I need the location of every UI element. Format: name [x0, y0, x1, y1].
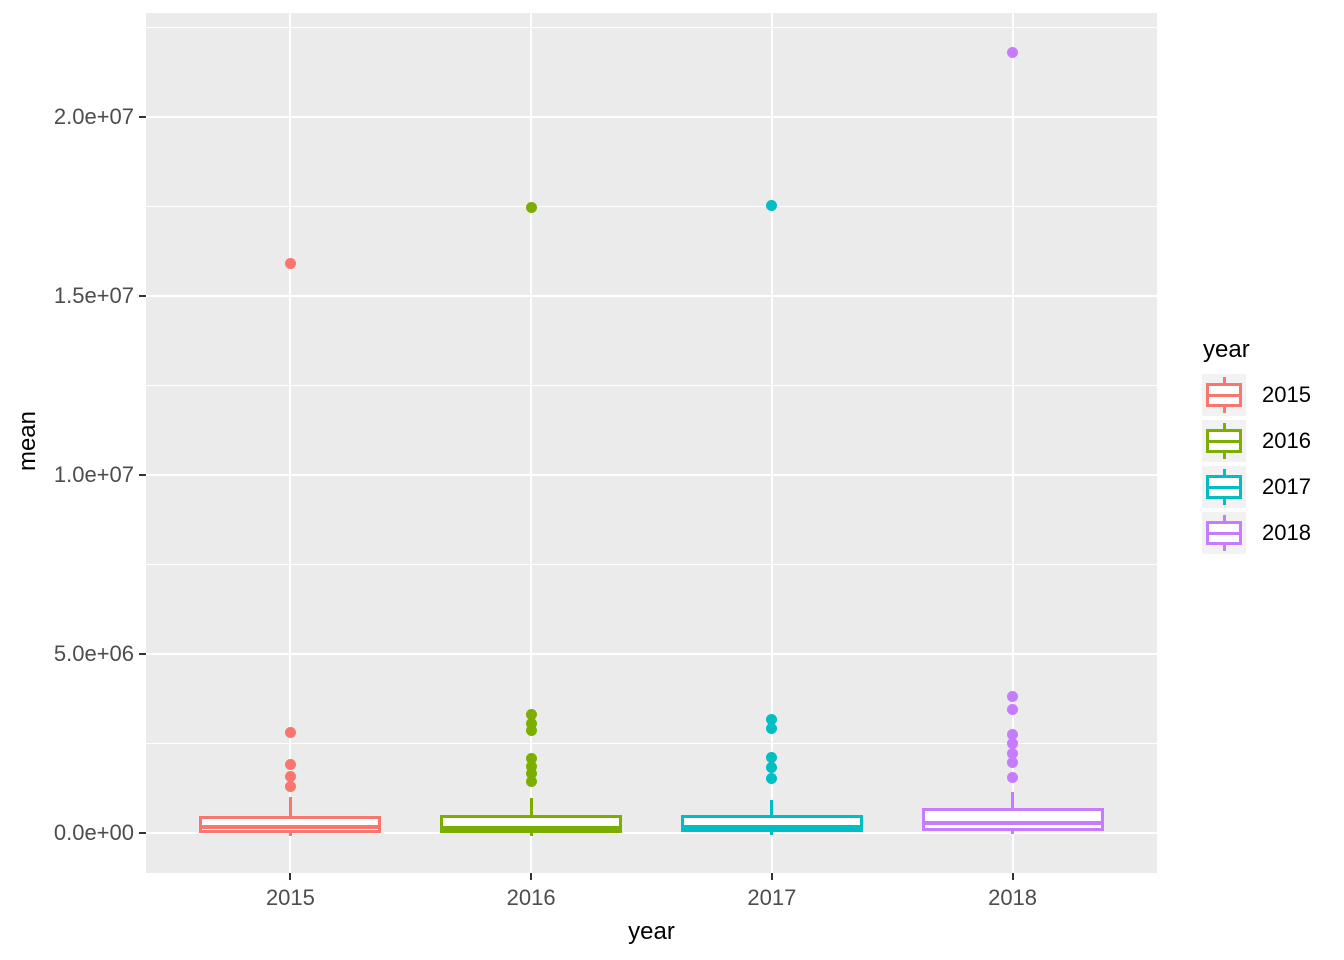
- legend-item: 2017: [1202, 466, 1311, 508]
- plot-panel: [146, 13, 1157, 873]
- outlier-point: [1007, 738, 1019, 750]
- x-tick-label: 2017: [747, 885, 797, 910]
- x-axis-title: year: [628, 918, 675, 945]
- y-axis-tick: [139, 653, 146, 655]
- legend-items: 2015 2016 2017 2018: [1202, 374, 1311, 554]
- whisker-lower: [529, 832, 533, 836]
- x-tick-label: 2018: [988, 885, 1038, 910]
- median-line: [683, 824, 860, 829]
- gridline-minor-horizontal: [146, 385, 1157, 386]
- outlier-point: [284, 770, 296, 782]
- y-tick-label: 1.0e+07: [53, 462, 134, 487]
- gridline-major-horizontal: [146, 474, 1157, 476]
- box-iqr: [680, 815, 863, 833]
- median-line: [443, 825, 620, 830]
- y-tick-label: 2.0e+07: [53, 104, 134, 129]
- x-tick-label: 2016: [506, 885, 556, 910]
- outlier-point: [525, 775, 537, 787]
- legend-item: 2018: [1202, 512, 1311, 554]
- x-axis-tick: [770, 873, 773, 880]
- legend-item: 2015: [1202, 374, 1311, 416]
- legend-key-boxplot-icon: [1202, 420, 1246, 462]
- legend-key-median: [1208, 439, 1240, 443]
- outlier-point: [525, 760, 537, 772]
- gridline-major-vertical: [770, 13, 773, 873]
- outlier-point: [525, 708, 537, 720]
- whisker-upper: [529, 797, 533, 816]
- gridline-major-horizontal: [146, 295, 1157, 297]
- outlier-point: [1007, 729, 1019, 741]
- y-axis-tick: [139, 832, 146, 834]
- legend-key-boxplot-icon: [1202, 466, 1246, 508]
- x-axis-tick: [1011, 873, 1014, 880]
- legend-key-boxplot-icon: [1202, 374, 1246, 416]
- gridline-minor-horizontal: [146, 206, 1157, 207]
- box-iqr: [440, 815, 623, 833]
- y-axis-tick: [139, 116, 146, 118]
- whisker-lower: [288, 832, 292, 836]
- legend-title: year: [1203, 336, 1250, 363]
- median-line: [202, 825, 379, 830]
- gridline-minor-horizontal: [146, 743, 1157, 744]
- outlier-point: [766, 722, 778, 734]
- whisker-upper: [770, 800, 774, 816]
- y-tick-label: 1.5e+07: [53, 283, 134, 308]
- gridline-major-horizontal: [146, 653, 1157, 655]
- gridline-major-horizontal: [146, 116, 1157, 118]
- gridline-minor-horizontal: [146, 564, 1157, 565]
- gridline-minor-horizontal: [146, 27, 1157, 28]
- outlier-point: [1007, 748, 1019, 760]
- y-axis-tick: [139, 474, 146, 476]
- legend-item: 2016: [1202, 420, 1311, 462]
- legend: year 2015 2016 2017 2018: [1202, 336, 1311, 558]
- outlier-point: [525, 768, 537, 780]
- whisker-lower: [770, 832, 774, 836]
- outlier-point: [525, 752, 537, 764]
- outlier-point: [525, 202, 537, 214]
- gridline-major-vertical: [1011, 13, 1014, 873]
- whisker-upper: [288, 797, 292, 816]
- legend-key-boxplot-icon: [1202, 512, 1246, 554]
- outlier-point: [766, 762, 778, 774]
- outlier-point: [284, 258, 296, 270]
- legend-key-median: [1208, 393, 1240, 397]
- x-tick-label: 2015: [265, 885, 315, 910]
- outlier-point: [284, 759, 296, 771]
- whisker-lower: [1011, 830, 1015, 834]
- outlier-point: [1007, 47, 1019, 59]
- median-line: [924, 820, 1101, 825]
- legend-label: 2018: [1262, 520, 1311, 545]
- legend-key-median: [1208, 485, 1240, 489]
- y-axis-tick: [139, 295, 146, 297]
- outlier-point: [766, 751, 778, 763]
- outlier-point: [766, 773, 778, 785]
- y-tick-label: 0.0e+00: [53, 820, 134, 845]
- x-axis-tick: [289, 873, 292, 880]
- outlier-point: [766, 713, 778, 725]
- outlier-point: [525, 725, 537, 737]
- gridline-major-vertical: [289, 13, 292, 873]
- legend-label: 2017: [1262, 474, 1311, 499]
- x-axis-tick: [530, 873, 533, 880]
- gridline-major-horizontal: [146, 832, 1157, 834]
- legend-label: 2016: [1262, 428, 1311, 453]
- gridline-major-vertical: [530, 13, 533, 873]
- y-axis-title: mean: [14, 410, 41, 472]
- outlier-point: [1007, 704, 1019, 716]
- legend-key-median: [1208, 531, 1240, 535]
- outlier-point: [1007, 771, 1019, 783]
- box-iqr: [921, 807, 1104, 831]
- y-tick-label: 5.0e+06: [53, 641, 134, 666]
- outlier-point: [1007, 691, 1019, 703]
- outlier-point: [766, 199, 778, 211]
- legend-label: 2015: [1262, 382, 1311, 407]
- whisker-upper: [1011, 791, 1015, 808]
- outlier-point: [284, 780, 296, 792]
- outlier-point: [525, 717, 537, 729]
- outlier-point: [1007, 757, 1019, 769]
- outlier-point: [284, 726, 296, 738]
